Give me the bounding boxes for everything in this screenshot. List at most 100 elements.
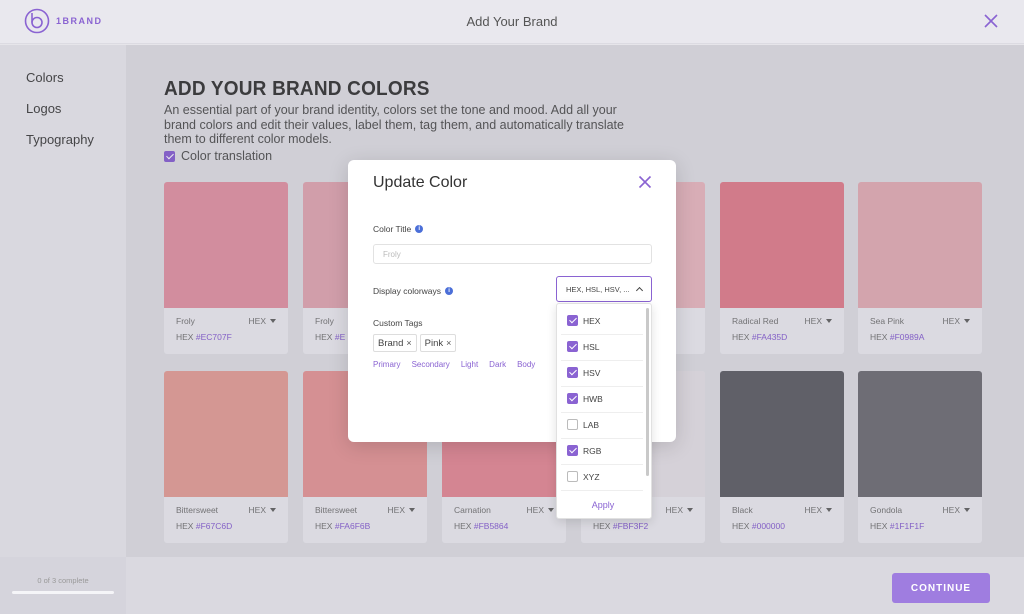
color-name: Radical Red	[732, 316, 779, 326]
format-select[interactable]: HEX	[943, 316, 970, 326]
colorway-option-label: HSV	[583, 367, 601, 378]
divider	[561, 412, 643, 413]
scrollbar[interactable]	[646, 308, 649, 476]
apply-button[interactable]: Apply	[591, 500, 615, 510]
hex-value: #FA6F6B	[334, 521, 371, 531]
color-name: Froly	[315, 316, 334, 326]
checkbox-unchecked-icon[interactable]	[567, 471, 578, 482]
checkbox-unchecked-icon[interactable]	[567, 419, 578, 430]
color-translation-toggle[interactable]: Color translation	[164, 149, 272, 163]
format-select[interactable]: HEX	[249, 505, 276, 515]
checkbox-checked-icon[interactable]	[567, 393, 578, 404]
colorway-option[interactable]: HSL	[567, 341, 600, 352]
color-name: Froly	[176, 316, 195, 326]
color-card-info: Black HEX HEX #000000	[720, 497, 844, 531]
format-select[interactable]: HEX	[805, 505, 832, 515]
tags-input[interactable]: Brand × Pink ×	[373, 334, 563, 354]
tag-label: Brand	[378, 337, 404, 349]
color-swatch[interactable]	[164, 371, 288, 497]
colorway-option[interactable]: RGB	[567, 445, 601, 456]
color-card[interactable]: Froly HEX HEX #EC707F	[164, 182, 288, 354]
colorway-option[interactable]: HEX	[567, 315, 600, 326]
checkbox-checked-icon[interactable]	[567, 315, 578, 326]
hex-value: #EC707F	[195, 332, 232, 342]
hex-label: HEX	[176, 521, 194, 531]
divider	[561, 464, 643, 465]
format-select[interactable]: HEX	[388, 505, 415, 515]
logo-text: 1BRAND	[56, 16, 103, 26]
checkbox-checked-icon[interactable]	[567, 341, 578, 352]
top-bar: 1BRAND Add Your Brand	[0, 0, 1024, 44]
checkbox-checked-icon[interactable]	[567, 367, 578, 378]
color-card-info: Froly HEX #E	[303, 308, 427, 342]
sidebar-item-typography[interactable]: Typography	[26, 132, 94, 147]
color-card[interactable]: Bittersweet HEX HEX #F67C6D	[164, 371, 288, 543]
remove-tag-icon[interactable]: ×	[446, 338, 452, 348]
continue-button[interactable]: CONTINUE	[892, 573, 990, 603]
colorway-option[interactable]: LAB	[567, 419, 599, 430]
hex-label: HEX	[732, 521, 750, 531]
color-swatch[interactable]	[858, 371, 982, 497]
custom-tags-label: Custom Tags	[373, 318, 422, 328]
color-hex: HEX #FA6F6B	[315, 521, 415, 531]
color-card[interactable]: Gondola HEX HEX #1F1F1F	[858, 371, 982, 543]
sidebar-item-logos[interactable]: Logos	[26, 101, 62, 116]
modal-close-icon[interactable]	[638, 175, 652, 189]
section-description: An essential part of your brand identity…	[164, 103, 624, 146]
hex-value: #E	[334, 332, 346, 342]
color-name: Gondola	[870, 505, 903, 515]
hex-label: HEX	[870, 521, 888, 531]
suggestion-body[interactable]: Body	[517, 360, 536, 369]
info-icon[interactable]: i	[445, 287, 454, 295]
format-select[interactable]: HEX	[249, 316, 276, 326]
caret-down-icon	[964, 508, 970, 512]
tag-chip: Pink ×	[419, 334, 457, 352]
format-select[interactable]: HEX	[805, 316, 832, 326]
colorway-option-label: HEX	[583, 315, 601, 326]
hex-label: HEX	[176, 332, 194, 342]
colorway-option[interactable]: HWB	[567, 393, 603, 404]
format-select-value: HEX	[248, 316, 266, 326]
color-card-info: Bittersweet HEX HEX #FA6F6B	[303, 497, 427, 531]
suggestion-secondary[interactable]: Secondary	[411, 360, 450, 369]
color-swatch[interactable]	[720, 182, 844, 308]
suggestion-primary[interactable]: Primary	[373, 360, 401, 369]
color-card[interactable]: Radical Red HEX HEX #FA435D	[720, 182, 844, 354]
colorway-option[interactable]: XYZ	[567, 471, 600, 482]
divider	[561, 334, 643, 335]
color-card[interactable]: Sea Pink HEX HEX #F0989A	[858, 182, 982, 354]
checkbox-checked-icon[interactable]	[164, 150, 175, 162]
format-select[interactable]: HEX	[666, 505, 693, 515]
colorways-select[interactable]: HEX, HSL, HSV, ...	[556, 276, 652, 302]
color-card-info: HEX HEX #FBF3F2	[581, 497, 705, 531]
format-select[interactable]: HEX	[943, 505, 970, 515]
suggestion-light[interactable]: Light	[460, 360, 479, 369]
info-icon[interactable]: i	[415, 225, 424, 233]
format-select[interactable]: HEX	[527, 505, 554, 515]
sidebar-item-colors[interactable]: Colors	[26, 70, 64, 85]
checkbox-checked-icon[interactable]	[567, 445, 578, 456]
color-title-input[interactable]	[373, 244, 652, 264]
hex-label: HEX	[315, 521, 333, 531]
colorway-option[interactable]: HSV	[567, 367, 600, 378]
remove-tag-icon[interactable]: ×	[406, 338, 412, 348]
color-hex: HEX #F0989A	[870, 332, 970, 342]
logo[interactable]: 1BRAND	[24, 8, 103, 34]
color-swatch[interactable]	[164, 182, 288, 308]
tag-label: Pink	[424, 337, 444, 349]
color-card-info: Froly HEX HEX #EC707F	[164, 308, 288, 342]
logo-icon	[24, 8, 50, 34]
divider	[561, 360, 643, 361]
hex-label: HEX	[732, 332, 750, 342]
suggestion-dark[interactable]: Dark	[489, 360, 507, 369]
color-swatch[interactable]	[858, 182, 982, 308]
color-swatch[interactable]	[720, 371, 844, 497]
color-name: Bittersweet	[176, 505, 219, 515]
close-icon[interactable]	[982, 12, 1000, 30]
colorway-option-label: RGB	[583, 445, 602, 456]
colorway-option-label: HWB	[583, 393, 603, 404]
divider	[561, 490, 643, 491]
color-card[interactable]: Black HEX HEX #000000	[720, 371, 844, 543]
divider	[561, 438, 643, 439]
color-hex: HEX #F67C6D	[176, 521, 276, 531]
